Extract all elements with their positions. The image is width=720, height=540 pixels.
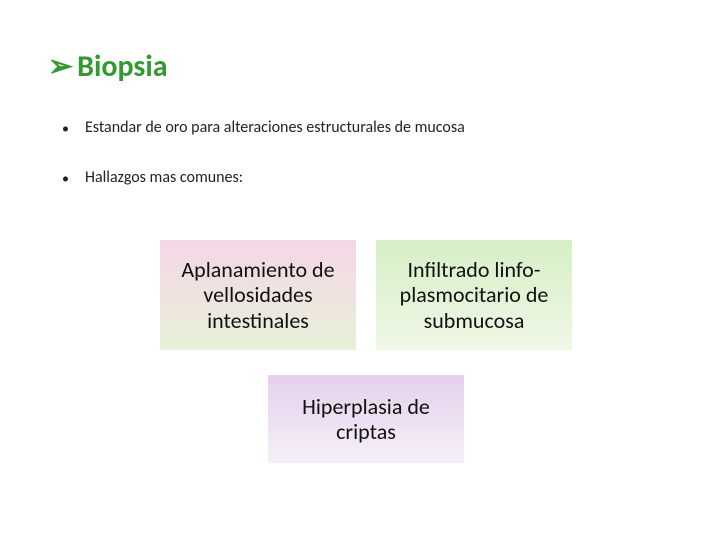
bullet-text: Hallazgos mas comunes: — [85, 168, 243, 187]
card-hiperplasia: Hiperplasia de criptas — [268, 375, 464, 463]
title-arrow-icon: ➢ — [48, 52, 73, 82]
page-title: Biopsia — [77, 52, 167, 82]
cards-row-1: Aplanamiento de vellosidades intestinale… — [160, 240, 572, 350]
cards-row-2: Hiperplasia de criptas — [268, 375, 464, 463]
card-aplanamiento: Aplanamiento de vellosidades intestinale… — [160, 240, 356, 350]
card-text: Hiperplasia de criptas — [276, 394, 456, 445]
bullet-item: • Hallazgos mas comunes: — [62, 168, 243, 187]
card-text: Infiltrado linfo-plasmocitario de submuc… — [384, 257, 564, 333]
bullet-marker-icon: • — [62, 120, 69, 137]
bullet-text: Estandar de oro para alteraciones estruc… — [85, 118, 465, 137]
card-infiltrado: Infiltrado linfo-plasmocitario de submuc… — [376, 240, 572, 350]
title-row: ➢ Biopsia — [48, 52, 168, 82]
card-text: Aplanamiento de vellosidades intestinale… — [168, 257, 348, 333]
bullet-marker-icon: • — [62, 170, 69, 187]
bullet-item: • Estandar de oro para alteraciones estr… — [62, 118, 465, 137]
